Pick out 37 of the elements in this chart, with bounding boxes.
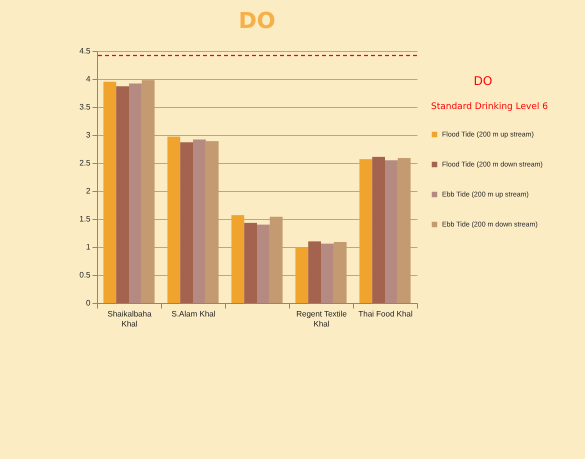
bar xyxy=(231,215,244,303)
y-tick-label: 2.5 xyxy=(79,158,92,168)
x-tick-label: Thai Food Khal xyxy=(358,310,413,318)
y-tick-label: 2 xyxy=(86,186,92,196)
ref-line-label: Standard Drinking Level 6 xyxy=(431,102,548,112)
x-tick-label: Shaikalbaha Khal xyxy=(107,310,152,328)
bar xyxy=(359,159,372,303)
bar xyxy=(385,160,398,303)
bar xyxy=(103,82,116,303)
bar xyxy=(167,136,180,303)
bar xyxy=(257,224,270,303)
bar xyxy=(206,141,219,303)
y-tick-label: 3 xyxy=(86,130,92,140)
bar xyxy=(129,83,142,303)
y-tick-label: 1 xyxy=(86,242,92,252)
legend-title: DO xyxy=(474,74,492,88)
bar xyxy=(244,222,257,303)
y-tick-label: 3.5 xyxy=(79,102,92,112)
bar xyxy=(142,80,155,303)
y-tick-label: 0 xyxy=(86,298,92,308)
y-tick-label: 4.5 xyxy=(79,46,92,56)
y-tick-label: 0.5 xyxy=(79,270,92,280)
y-tick-label: 4 xyxy=(86,74,92,84)
chart-title: DO xyxy=(238,9,276,34)
bar xyxy=(308,241,321,303)
bar xyxy=(295,247,308,303)
bar xyxy=(116,86,129,303)
bar xyxy=(372,156,385,303)
x-tick-label: S.Alam Khal xyxy=(171,310,216,318)
y-tick-label: 1.5 xyxy=(79,214,92,224)
bar xyxy=(398,158,411,303)
bar xyxy=(180,142,193,303)
bar xyxy=(334,242,347,303)
bar xyxy=(321,244,334,303)
x-tick-label: Regent Textile Khal xyxy=(296,310,348,328)
bar xyxy=(270,216,283,303)
bar xyxy=(193,139,206,303)
